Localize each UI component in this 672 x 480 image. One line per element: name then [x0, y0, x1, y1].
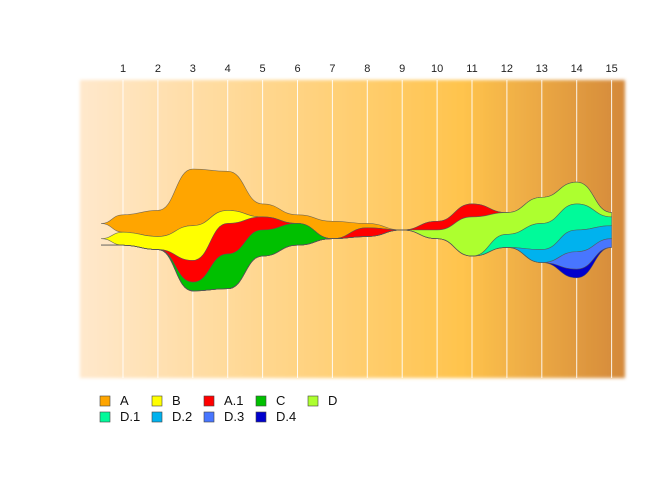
- legend-swatch: [255, 411, 267, 423]
- x-tick-label: 14: [571, 63, 583, 75]
- x-tick-label: 2: [155, 63, 161, 75]
- stream-areas: [100, 168, 612, 292]
- x-tick-label: 15: [605, 63, 617, 75]
- stream-d-4: [100, 229, 612, 292]
- x-tick-label: 6: [294, 63, 300, 75]
- x-tick-label: 13: [536, 63, 548, 75]
- legend-swatch: [151, 395, 163, 407]
- legend-label: D.3: [224, 409, 244, 424]
- x-tick-label: 12: [501, 63, 513, 75]
- legend-swatch: [99, 411, 111, 423]
- x-tick-label: 9: [399, 63, 405, 75]
- legend-label: D: [328, 393, 337, 408]
- legend-label: A.1: [224, 393, 244, 408]
- x-tick-label: 3: [190, 63, 196, 75]
- legend: A B A.1 C D D.1 D.2 D.3 D.4: [99, 393, 337, 424]
- legend-swatch: [255, 395, 267, 407]
- x-axis-ticks: 1 2 3 4 5 6 7 8 9 10 11 12 13 14 15: [120, 63, 618, 75]
- legend-label: D.1: [120, 409, 140, 424]
- legend-label: A: [120, 393, 129, 408]
- x-tick-label: 7: [329, 63, 335, 75]
- x-tick-label: 10: [431, 63, 443, 75]
- legend-swatch: [307, 395, 319, 407]
- legend-swatch: [203, 411, 215, 423]
- legend-swatch: [99, 395, 111, 407]
- x-tick-label: 5: [260, 63, 266, 75]
- legend-swatch: [203, 395, 215, 407]
- x-tick-label: 11: [466, 63, 477, 75]
- x-tick-label: 8: [364, 63, 370, 75]
- legend-label: D.2: [172, 409, 192, 424]
- x-tick-label: 4: [225, 63, 231, 75]
- legend-label: D.4: [276, 409, 296, 424]
- legend-swatch: [151, 411, 163, 423]
- legend-label: B: [172, 393, 181, 408]
- legend-label: C: [276, 393, 285, 408]
- x-tick-label: 1: [120, 63, 126, 75]
